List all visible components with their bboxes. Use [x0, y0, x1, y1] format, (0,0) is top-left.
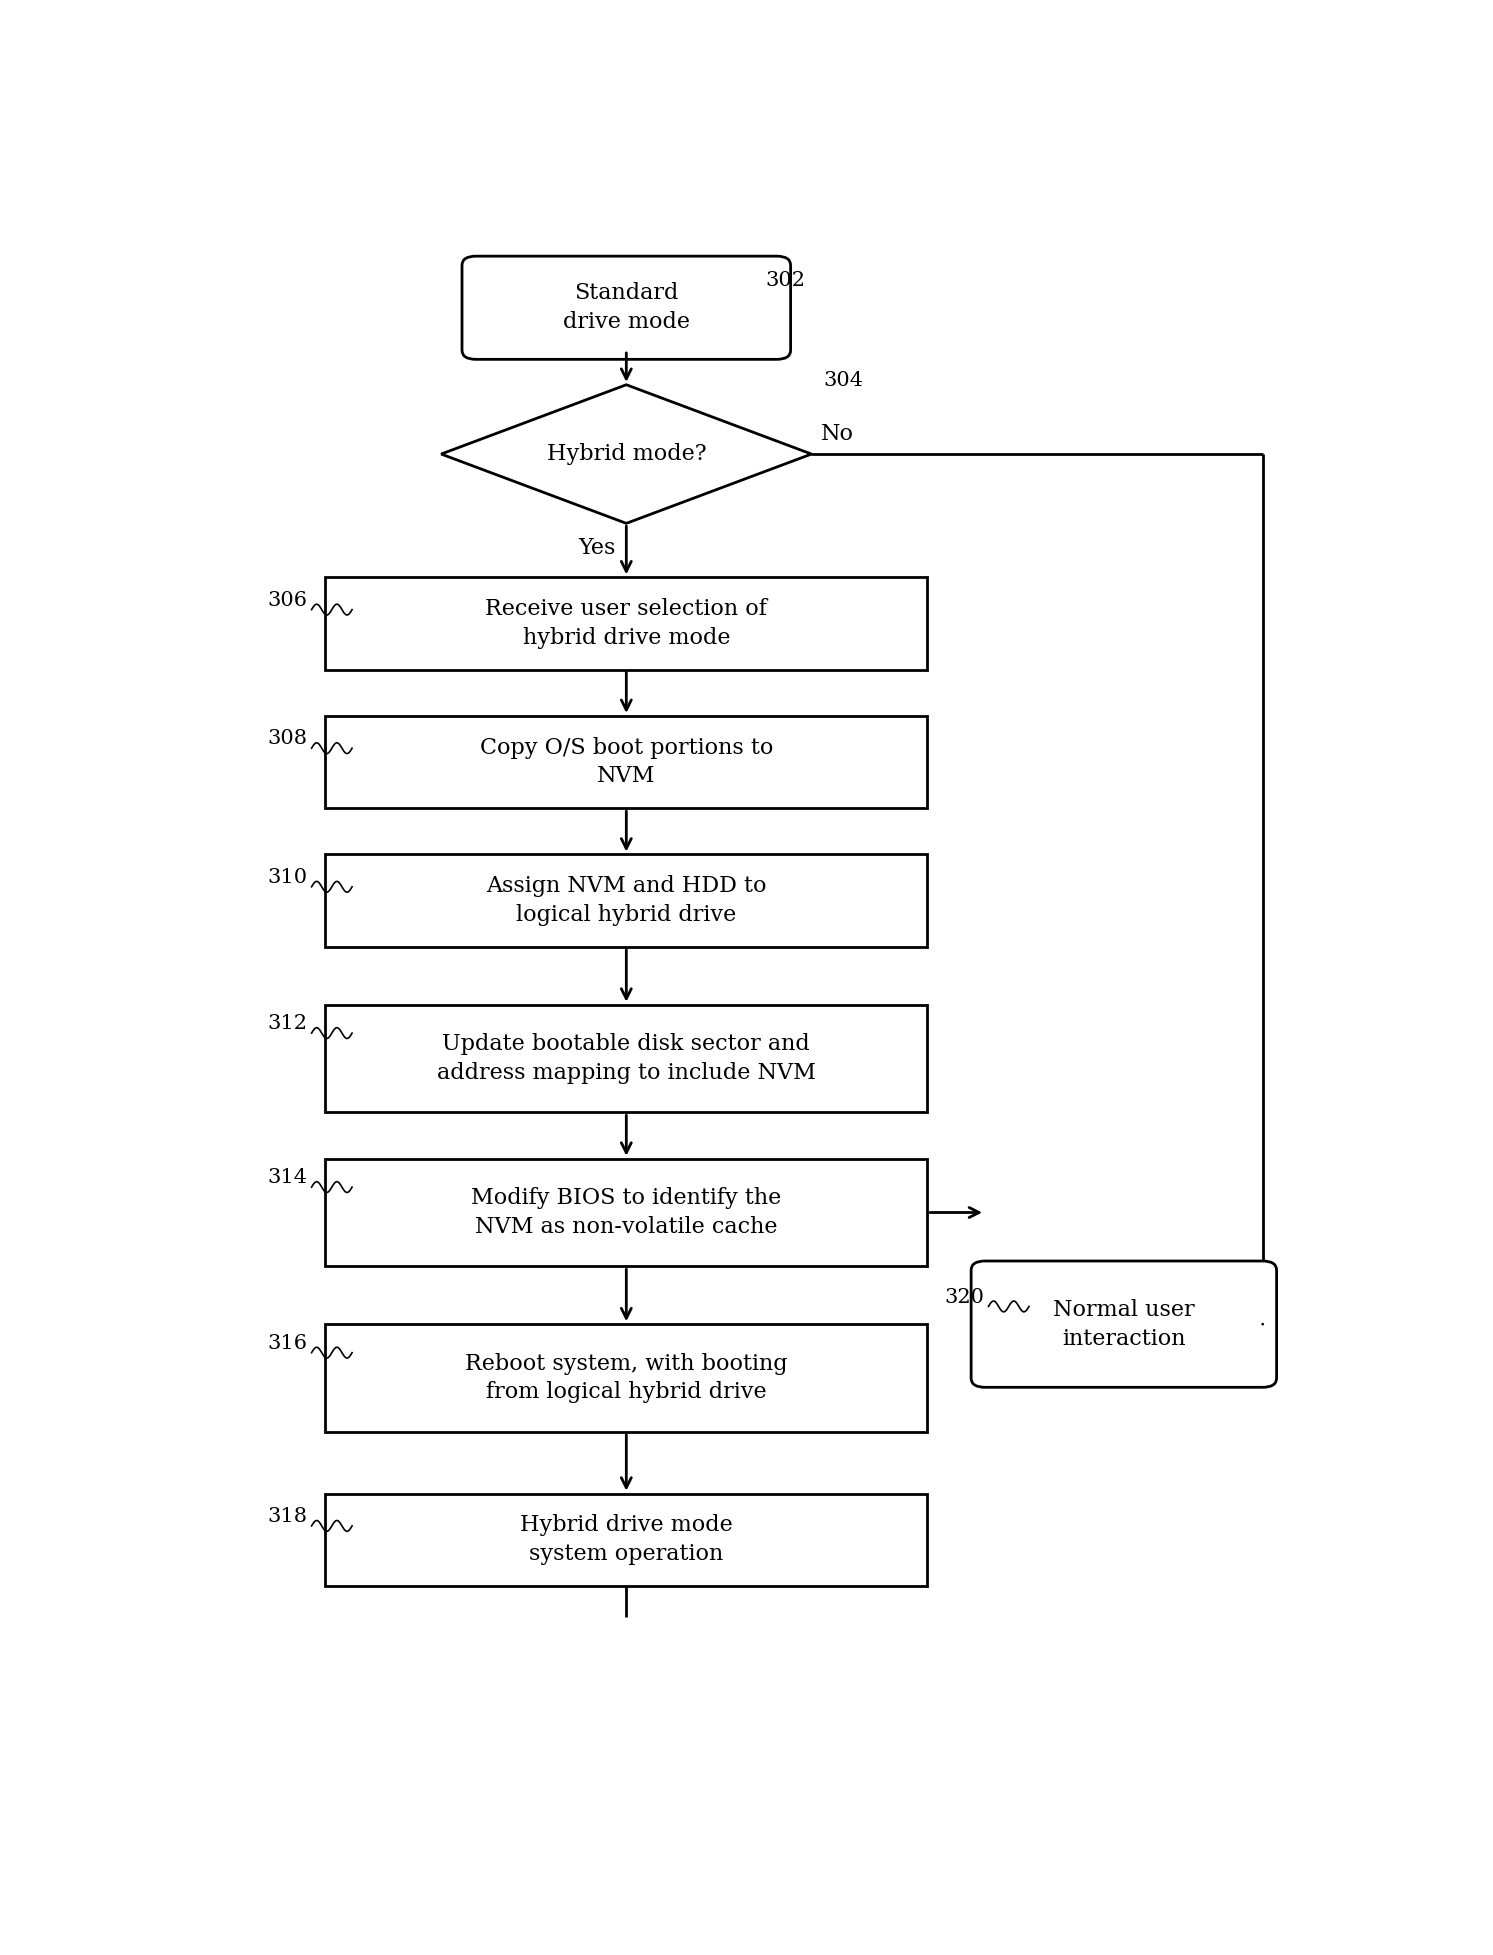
Text: Standard
drive mode: Standard drive mode — [563, 282, 690, 332]
Text: 306: 306 — [267, 590, 308, 610]
FancyBboxPatch shape — [970, 1261, 1277, 1388]
Text: Hybrid drive mode
system operation: Hybrid drive mode system operation — [520, 1515, 733, 1566]
Text: 320: 320 — [945, 1288, 984, 1306]
Text: 318: 318 — [267, 1507, 308, 1527]
Text: Assign NVM and HDD to
logical hybrid drive: Assign NVM and HDD to logical hybrid dri… — [487, 876, 766, 927]
Polygon shape — [442, 385, 812, 524]
Text: Receive user selection of
hybrid drive mode: Receive user selection of hybrid drive m… — [485, 598, 767, 649]
Text: Yes: Yes — [579, 538, 617, 559]
Bar — [325, 1324, 927, 1431]
Text: Copy O/S boot portions to
NVM: Copy O/S boot portions to NVM — [479, 737, 773, 788]
Text: 304: 304 — [823, 371, 863, 391]
Bar — [325, 1494, 927, 1586]
Text: Normal user
interaction: Normal user interaction — [1053, 1298, 1194, 1349]
Text: 310: 310 — [267, 868, 308, 888]
Text: 302: 302 — [764, 272, 805, 289]
Text: No: No — [821, 422, 854, 446]
Bar — [325, 577, 927, 671]
Text: Modify BIOS to identify the
NVM as non-volatile cache: Modify BIOS to identify the NVM as non-v… — [472, 1187, 781, 1238]
Bar — [325, 1005, 927, 1112]
Text: 314: 314 — [267, 1169, 308, 1187]
Bar — [325, 716, 927, 807]
Bar — [325, 1159, 927, 1267]
Text: Hybrid mode?: Hybrid mode? — [546, 444, 706, 465]
Bar — [325, 854, 927, 946]
Text: 308: 308 — [267, 729, 308, 749]
Text: Reboot system, with booting
from logical hybrid drive: Reboot system, with booting from logical… — [464, 1353, 788, 1404]
Text: 312: 312 — [267, 1015, 308, 1034]
FancyBboxPatch shape — [461, 256, 791, 360]
Text: Update bootable disk sector and
address mapping to include NVM: Update bootable disk sector and address … — [437, 1032, 815, 1083]
Text: 316: 316 — [267, 1333, 308, 1353]
